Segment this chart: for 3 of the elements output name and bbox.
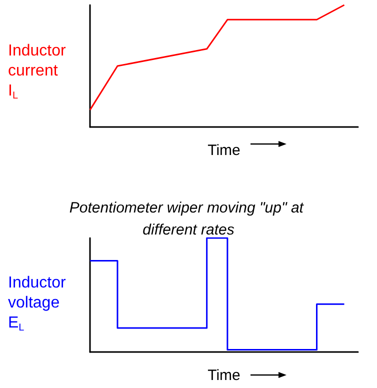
x-axis-title: Time — [208, 142, 240, 159]
chart-title: Potentiometer wiper moving "up" at different rates — [69, 200, 308, 238]
x-axis-title: Time — [208, 367, 240, 384]
